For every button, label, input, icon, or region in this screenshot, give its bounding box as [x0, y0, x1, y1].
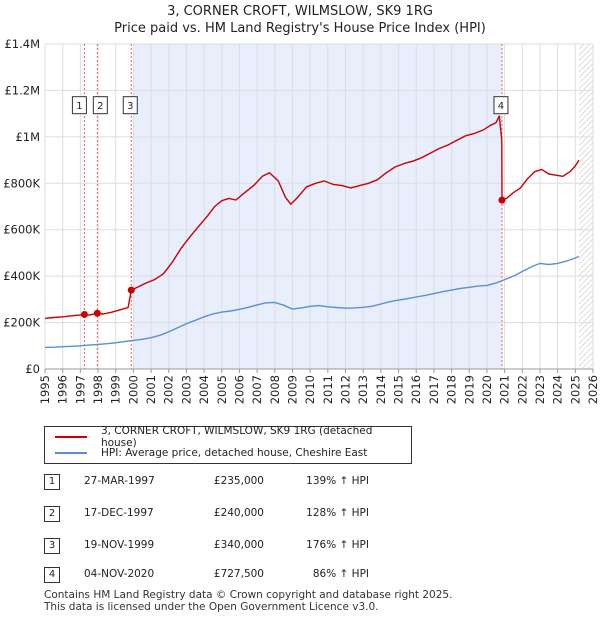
x-tick-label: 1995 [38, 375, 52, 404]
x-tick-label: 2024 [551, 375, 565, 404]
x-tick-label: 2018 [445, 375, 459, 404]
y-tick-label: £1M [15, 130, 40, 144]
sale-price: £240,000 [213, 507, 264, 519]
x-tick-label: 2025 [568, 375, 582, 404]
table-row: 1 27-MAR-1997 £235,000 139% ↑ HPI [44, 474, 464, 490]
footer-line-2: This data is licensed under the Open Gov… [44, 601, 379, 613]
sale-3-marker [127, 286, 135, 294]
y-tick-label: £1.4M [4, 37, 40, 51]
sale-hpi-change: 139% ↑ HPI [306, 475, 369, 487]
x-tick-label: 2000 [126, 375, 140, 404]
chart-title-block: 3, CORNER CROFT, WILMSLOW, SK9 1RG Price… [0, 3, 600, 37]
sale-1-marker [80, 310, 88, 318]
y-tick-label: £200K [3, 316, 40, 330]
sale-4-label-box [493, 96, 509, 115]
sale-date: 19-NOV-1999 [84, 539, 155, 551]
sale-number-badge: 4 [44, 567, 60, 583]
x-tick-label: 2001 [144, 375, 158, 404]
x-tick-label: 2016 [409, 375, 423, 404]
x-tick-label: 2021 [498, 375, 512, 404]
table-row: 3 19-NOV-1999 £340,000 176% ↑ HPI [44, 538, 464, 554]
sale-4-marker [498, 196, 506, 204]
x-tick-label: 2014 [374, 375, 388, 404]
sale-price: £727,500 [213, 568, 264, 580]
future-hatched-region [578, 44, 593, 369]
sale-date: 04-NOV-2020 [84, 568, 155, 580]
x-tick-label: 2010 [303, 375, 317, 404]
x-tick-label: 2008 [268, 375, 282, 404]
y-tick-label: £0 [25, 362, 40, 376]
x-tick-label: 2003 [179, 375, 193, 404]
x-tick-label: 2007 [250, 375, 264, 404]
x-tick-label: 2013 [356, 375, 370, 404]
y-tick-label: £400K [3, 269, 40, 283]
sale-1-label: 1 [76, 101, 82, 112]
chart-subtitle: Price paid vs. HM Land Registry's House … [114, 21, 486, 36]
x-tick-label: 2002 [162, 375, 176, 404]
sale-number-badge: 3 [44, 538, 60, 554]
sale-3-label: 3 [127, 101, 133, 112]
x-tick-label: 2012 [339, 375, 353, 404]
x-tick-label: 1999 [109, 375, 123, 404]
x-tick-label: 2011 [321, 375, 335, 404]
sale-4-label: 4 [498, 101, 504, 112]
sale-3-label-box [122, 96, 138, 115]
sale-2-label: 2 [97, 101, 103, 112]
x-tick-label: 2005 [215, 375, 229, 404]
x-tick-label: 2017 [427, 375, 441, 404]
x-tick-label: 2026 [586, 375, 600, 404]
legend-property-label: 3, CORNER CROFT, WILMSLOW, SK9 1RG (deta… [100, 425, 373, 449]
sale-date: 17-DEC-1997 [84, 507, 154, 519]
hpi-series-line [44, 255, 580, 349]
sale-2-marker [93, 309, 101, 317]
table-row: 2 17-DEC-1997 £240,000 128% ↑ HPI [44, 506, 464, 522]
footer-attribution: Contains HM Land Registry data © Crown c… [44, 589, 452, 613]
chart-legend: 3, CORNER CROFT, WILMSLOW, SK9 1RG (deta… [44, 425, 412, 464]
sale-2-label-box [92, 96, 108, 115]
sale-number-badge: 2 [44, 506, 60, 522]
sale-number-badge: 1 [44, 474, 60, 490]
x-tick-label: 1998 [91, 375, 105, 404]
sale-price: £340,000 [213, 539, 264, 551]
x-tick-label: 2022 [515, 375, 529, 404]
x-tick-label: 1996 [56, 375, 70, 404]
footer-line-1: Contains HM Land Registry data © Crown c… [44, 589, 453, 601]
ownership-shaded-region [133, 44, 502, 369]
x-tick-label: 2009 [285, 375, 299, 404]
table-row: 4 04-NOV-2020 £727,500 86% ↑ HPI [44, 567, 464, 583]
x-tick-label: 2023 [533, 375, 547, 404]
price-chart: 1 2 3 4 £0 £200K £400K £600K £800K £1M £1.2M £1.4M 1… [3, 37, 600, 404]
sale-hpi-change: 86% ↑ HPI [312, 568, 369, 580]
x-tick-label: 2006 [232, 375, 246, 404]
chart-title: 3, CORNER CROFT, WILMSLOW, SK9 1RG [167, 4, 433, 19]
sale-hpi-change: 128% ↑ HPI [306, 507, 369, 519]
legend-item-property: 3, CORNER CROFT, WILMSLOW, SK9 1RG (deta… [55, 425, 411, 449]
legend-property-swatch [55, 436, 87, 438]
sale-hpi-change: 176% ↑ HPI [306, 539, 369, 551]
y-tick-label: £1.2M [4, 83, 40, 97]
legend-hpi-swatch [55, 452, 87, 454]
y-tick-label: £800K [3, 176, 40, 190]
x-tick-label: 2020 [480, 375, 494, 404]
legend-hpi-label: HPI: Average price, detached house, Ches… [101, 447, 368, 459]
y-tick-label: £600K [3, 223, 40, 237]
x-tick-label: 1997 [73, 375, 87, 404]
sale-1-label-box [71, 96, 87, 115]
sale-price: £235,000 [213, 475, 264, 487]
x-tick-label: 2004 [197, 375, 211, 404]
sale-date: 27-MAR-1997 [84, 475, 155, 487]
legend-item-hpi: HPI: Average price, detached house, Ches… [55, 446, 367, 460]
x-tick-label: 2019 [462, 375, 476, 404]
x-tick-label: 2015 [392, 375, 406, 404]
